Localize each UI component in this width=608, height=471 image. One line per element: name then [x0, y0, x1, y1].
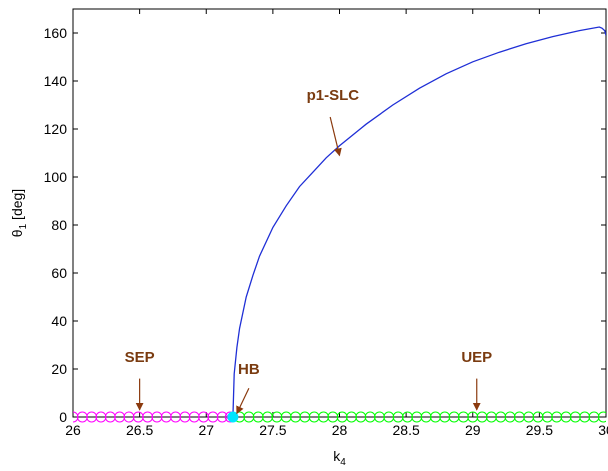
annotation-label-hb: HB	[238, 361, 260, 378]
annotations-layer: p1-SLC SEP HB UEP	[125, 87, 492, 415]
marker-uep	[355, 411, 367, 423]
marker-uep	[588, 411, 600, 423]
marker-sep	[216, 411, 228, 423]
marker-uep	[439, 411, 451, 423]
marker-uep	[327, 411, 339, 423]
marker-uep	[532, 411, 544, 423]
x-tick-label: 26	[65, 422, 81, 438]
marker-uep	[373, 411, 385, 423]
marker-uep	[485, 411, 497, 423]
marker-sep	[123, 411, 135, 423]
y-tick-label: 100	[44, 169, 68, 185]
marker-uep	[345, 411, 357, 423]
plot-area	[72, 8, 607, 418]
marker-uep	[299, 411, 311, 423]
marker-uep	[495, 411, 507, 423]
marker-uep	[541, 411, 553, 423]
annotation-label-p1-slc: p1-SLC	[307, 87, 360, 104]
marker-uep	[383, 411, 395, 423]
marker-uep	[252, 411, 264, 423]
marker-uep	[364, 411, 376, 423]
y-axis-title: θ1 [deg]	[9, 189, 29, 237]
y-tick-label: 80	[51, 217, 67, 233]
marker-uep	[569, 411, 581, 423]
marker-uep	[243, 411, 255, 423]
marker-sep	[76, 411, 88, 423]
marker-uep	[551, 411, 563, 423]
marker-uep	[429, 411, 441, 423]
marker-uep	[318, 411, 330, 423]
marker-sep	[188, 411, 200, 423]
marker-sep	[114, 411, 126, 423]
marker-uep	[560, 411, 572, 423]
marker-uep	[280, 411, 292, 423]
x-tick-label: 28.5	[393, 422, 420, 438]
marker-uep	[401, 411, 413, 423]
marker-sep	[86, 411, 98, 423]
marker-sep	[142, 411, 154, 423]
y-tick-label: 140	[44, 73, 68, 89]
marker-uep	[448, 411, 460, 423]
x-tick-label: 29	[465, 422, 481, 438]
annotation-label-uep: UEP	[461, 349, 492, 366]
marker-uep	[467, 411, 479, 423]
marker-uep	[513, 411, 525, 423]
marker-sep	[160, 411, 172, 423]
x-tick-label: 27.5	[259, 422, 286, 438]
x-tick-label: 30	[598, 422, 608, 438]
y-axis-ticks: 0 20 40 60 80 100 120 140 160	[44, 25, 606, 425]
x-axis-title-main: k	[333, 448, 341, 464]
x-tick-label: 28	[332, 422, 348, 438]
marker-uep	[523, 411, 535, 423]
marker-sep	[170, 411, 182, 423]
y-axis-title-subscript: 1	[18, 223, 29, 229]
x-tick-label: 29.5	[526, 422, 553, 438]
y-tick-label: 160	[44, 25, 68, 41]
y-tick-label: 0	[59, 409, 67, 425]
marker-uep	[420, 411, 432, 423]
x-axis-title: k4	[333, 448, 346, 468]
annotation-arrow-p1-slc	[329, 116, 342, 157]
series-line-p1-slc	[232, 26, 606, 418]
marker-uep	[476, 411, 488, 423]
marker-uep	[262, 411, 274, 423]
marker-uep	[457, 411, 469, 423]
x-tick-label: 26.5	[126, 422, 153, 438]
series-layer	[73, 26, 606, 423]
marker-uep	[579, 411, 591, 423]
marker-uep	[411, 411, 423, 423]
y-axis-title-unit: [deg]	[9, 189, 25, 224]
y-tick-label: 40	[51, 313, 67, 329]
y-tick-label: 60	[51, 265, 67, 281]
marker-sep	[151, 411, 163, 423]
marker-uep	[504, 411, 516, 423]
marker-uep	[392, 411, 404, 423]
y-tick-label: 20	[51, 361, 67, 377]
marker-sep	[207, 411, 219, 423]
annotation-arrow-hb	[236, 387, 250, 415]
marker-sep	[179, 411, 191, 423]
y-axis-title-main: θ	[9, 229, 25, 237]
x-tick-label: 27	[198, 422, 214, 438]
x-axis-title-subscript: 4	[340, 457, 346, 468]
marker-uep	[271, 411, 283, 423]
marker-hb	[227, 411, 239, 423]
x-axis-ticks: 26 26.5 27 27.5 28 28.5 29 29.5 30	[65, 9, 608, 438]
marker-sep	[95, 411, 107, 423]
y-tick-label: 120	[44, 121, 68, 137]
annotation-label-sep: SEP	[125, 349, 155, 366]
marker-uep	[336, 411, 348, 423]
marker-sep	[73, 411, 79, 423]
marker-sep	[104, 411, 116, 423]
marker-sep	[198, 411, 210, 423]
marker-sep	[132, 411, 144, 423]
marker-uep	[597, 411, 606, 423]
marker-uep	[290, 411, 302, 423]
marker-uep	[308, 411, 320, 423]
